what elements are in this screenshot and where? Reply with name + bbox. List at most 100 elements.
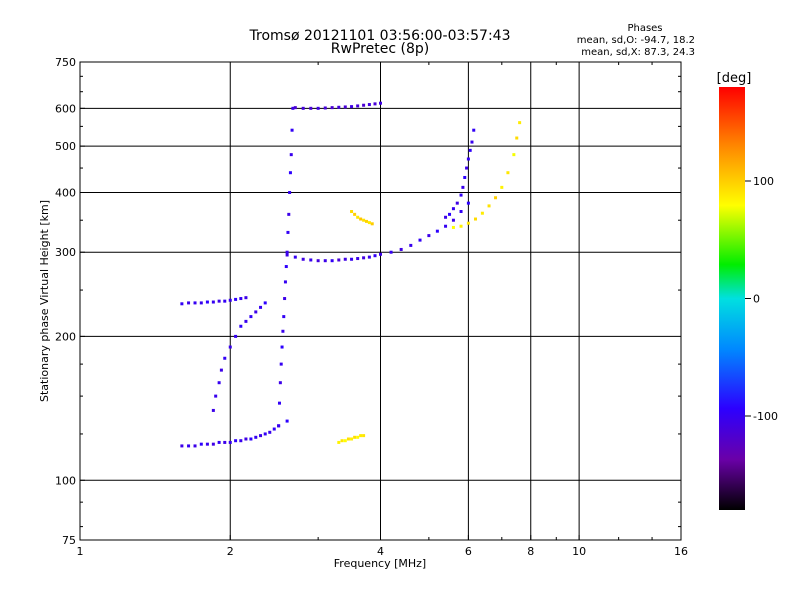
data-point xyxy=(217,381,221,385)
data-point xyxy=(234,334,238,338)
data-point xyxy=(448,212,452,216)
data-point xyxy=(506,171,510,175)
data-point xyxy=(281,329,285,333)
data-point xyxy=(343,105,347,109)
data-points xyxy=(180,101,522,448)
data-point xyxy=(451,218,455,222)
data-point xyxy=(285,250,289,254)
data-point xyxy=(228,298,232,302)
data-point xyxy=(277,401,281,405)
data-point xyxy=(362,218,366,222)
data-point xyxy=(259,434,263,438)
data-point xyxy=(205,300,209,304)
x-tick-label: 8 xyxy=(527,545,534,558)
data-point xyxy=(288,190,292,194)
x-tick-label: 4 xyxy=(377,545,384,558)
chart-subtitle: RwPretec (8p) xyxy=(331,41,429,57)
data-point xyxy=(337,440,341,444)
data-point xyxy=(249,315,253,319)
data-point xyxy=(409,243,413,247)
data-point xyxy=(356,104,360,108)
data-point xyxy=(500,185,504,189)
data-point xyxy=(217,440,221,444)
data-point xyxy=(367,103,371,107)
x-tick-label: 16 xyxy=(674,545,688,558)
data-point xyxy=(399,247,403,251)
data-point xyxy=(435,229,439,233)
data-point xyxy=(353,435,357,439)
stats-heading: Phases xyxy=(627,23,662,34)
data-point xyxy=(512,153,516,157)
data-point xyxy=(459,224,463,228)
data-point xyxy=(473,217,477,221)
data-point xyxy=(518,121,522,125)
colorbar-tick-label: 100 xyxy=(753,175,774,188)
data-point xyxy=(316,259,320,263)
data-point xyxy=(254,435,258,439)
y-tick-label: 300 xyxy=(55,246,76,259)
data-point xyxy=(487,204,491,208)
data-point xyxy=(461,185,465,189)
chart-title: Tromsø 20121101 03:56:00-03:57:43 xyxy=(249,28,511,44)
data-point xyxy=(286,230,290,234)
data-point xyxy=(263,432,267,436)
data-point xyxy=(239,297,243,301)
data-point xyxy=(343,257,347,261)
data-point xyxy=(346,437,350,441)
y-tick-label: 200 xyxy=(55,330,76,343)
data-point xyxy=(280,345,284,349)
data-point xyxy=(211,442,215,446)
data-point xyxy=(389,250,393,254)
data-point xyxy=(223,440,227,444)
data-point xyxy=(239,324,243,328)
x-axis-label: Frequency [MHz] xyxy=(334,557,426,570)
data-point xyxy=(288,171,292,175)
data-point xyxy=(293,255,297,259)
x-axis-ticks: 1 2 4 6 8 10 16 xyxy=(77,62,688,558)
data-point xyxy=(290,128,294,132)
data-point xyxy=(205,442,209,446)
data-point xyxy=(263,301,267,305)
data-point xyxy=(337,258,341,262)
data-point xyxy=(180,302,184,306)
data-point xyxy=(459,210,463,214)
data-point xyxy=(340,439,344,443)
data-point xyxy=(228,440,232,444)
y-tick-label: 750 xyxy=(55,56,76,69)
data-point xyxy=(223,356,227,360)
data-point xyxy=(337,105,341,109)
data-point xyxy=(418,238,422,242)
data-point xyxy=(285,419,289,423)
colorbar-tick-label: -100 xyxy=(753,410,778,423)
data-point xyxy=(214,394,218,398)
data-point xyxy=(180,444,184,448)
data-point xyxy=(187,444,191,448)
data-point xyxy=(359,217,363,221)
data-point xyxy=(278,381,282,385)
colorbar-tick-label: 0 xyxy=(753,293,760,306)
data-point xyxy=(515,136,519,140)
data-point xyxy=(373,102,377,106)
data-point xyxy=(283,297,287,301)
data-point xyxy=(285,253,289,257)
y-tick-label: 400 xyxy=(55,186,76,199)
data-point xyxy=(291,106,295,110)
y-tick-label: 500 xyxy=(55,140,76,153)
data-point xyxy=(451,225,455,229)
data-point xyxy=(259,305,263,309)
data-point xyxy=(350,257,354,261)
data-point xyxy=(373,254,377,258)
data-point xyxy=(359,434,363,438)
data-point xyxy=(223,299,227,303)
data-point xyxy=(356,257,360,261)
data-point xyxy=(211,300,215,304)
data-point xyxy=(284,265,288,269)
data-point xyxy=(356,435,360,439)
data-point xyxy=(463,175,467,179)
data-point xyxy=(472,128,476,132)
data-point xyxy=(470,140,474,144)
data-point xyxy=(356,215,360,219)
data-point xyxy=(277,424,281,428)
data-point xyxy=(455,201,459,205)
